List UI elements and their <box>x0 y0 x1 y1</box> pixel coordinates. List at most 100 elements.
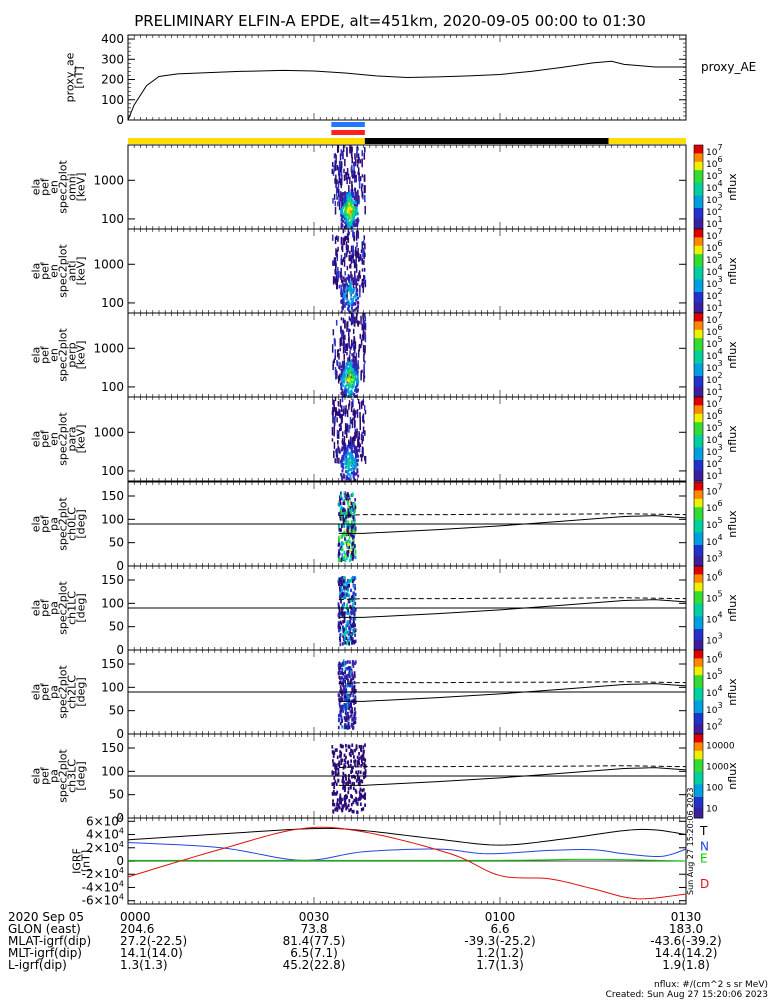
spectrogram-pixel <box>348 192 351 196</box>
colorbar-cell <box>694 719 703 722</box>
spectrogram-pixel <box>353 213 356 217</box>
pitch-pixel <box>343 797 346 801</box>
spectrogram-pixel <box>341 438 344 446</box>
spectrogram-pixel <box>339 153 342 161</box>
spectrogram-pixel <box>344 349 347 354</box>
colorbar-cell <box>694 355 703 358</box>
spectrogram-pixel <box>346 303 349 307</box>
spectrogram-pixel <box>340 161 342 170</box>
spectrogram-pixel <box>362 247 365 257</box>
spectrogram-pixel <box>338 457 340 464</box>
pitch-pixel <box>359 793 361 797</box>
spectrogram-pixel <box>349 285 352 289</box>
colorbar-cell <box>694 805 703 808</box>
spectrogram-pixel <box>347 464 350 468</box>
status-segment <box>128 138 365 144</box>
pitch-pixel <box>340 557 343 561</box>
spectrogram-pixel <box>350 390 353 394</box>
spectrogram-pixel <box>342 215 345 219</box>
footer-value: 0000 <box>120 910 151 924</box>
spectrogram-pixel <box>344 393 347 397</box>
spectrogram-pixel <box>355 159 357 164</box>
spectrogram-pixel <box>352 277 355 281</box>
pitch-pixel <box>331 771 334 776</box>
spectrogram-pixel <box>343 304 346 308</box>
colorbar-tick-label: 103 <box>706 359 723 374</box>
spectrogram-pixel <box>341 454 344 458</box>
colorbar-cell <box>694 662 703 666</box>
spectrogram-pixel <box>348 275 350 284</box>
axis-label-line: pa <box>48 685 61 699</box>
pitch-pixel <box>357 770 360 774</box>
pitch-pixel <box>347 587 350 592</box>
pitch-pixel <box>358 782 361 787</box>
pitch-pixel <box>341 691 344 695</box>
spectrogram-pixel <box>353 201 356 205</box>
spectrogram-pixel <box>341 388 344 392</box>
spectrogram-pixel <box>354 450 357 454</box>
spectrogram-pixel <box>340 254 343 264</box>
pitch-pixel <box>346 552 349 557</box>
igrf-ytick-label: -2×104 <box>82 866 124 881</box>
spectrogram-pixel <box>340 218 343 222</box>
spectrogram-pixel <box>354 388 357 392</box>
pitch-pixel <box>354 759 357 763</box>
pitch-pixel <box>341 576 344 580</box>
pitch-pixel <box>352 539 355 544</box>
igrf-legend-N: N <box>700 839 709 853</box>
spectrogram-pixel <box>352 450 355 454</box>
spectrogram-pixel <box>341 413 343 423</box>
spectrogram-pixel <box>341 294 344 298</box>
spectrogram-pixel <box>350 280 353 284</box>
spectrogram-pixel <box>360 256 363 261</box>
spectrogram-pixel <box>357 438 359 448</box>
pitch-pixel <box>345 692 348 696</box>
spectrogram-pixel <box>335 179 337 189</box>
spectrogram-pixel <box>348 391 351 395</box>
pitch-pixel <box>340 744 343 748</box>
pitch-pixel <box>355 798 358 802</box>
pitch-pixel <box>340 588 343 592</box>
spectrogram-pixel <box>342 372 345 376</box>
spectrogram-pixel <box>349 196 352 200</box>
spectrogram-pixel <box>347 460 350 464</box>
pitch-pixel <box>339 642 342 647</box>
colorbar-cell <box>694 639 703 643</box>
spectrogram-pixel <box>349 461 352 465</box>
axis-label-line: ela <box>30 347 43 364</box>
loss-cone-line <box>338 515 687 534</box>
pitch-pixel <box>360 793 363 797</box>
spectrogram-pixel <box>352 355 355 363</box>
spectrogram-pixel <box>345 251 348 255</box>
colorbar-label-text: nflux <box>726 173 739 201</box>
axis-label-line: en <box>48 264 61 278</box>
spectrogram-pixel <box>351 194 354 198</box>
pitch-pixel <box>353 782 356 786</box>
pitch-pixel <box>341 553 344 557</box>
colorbar-tick-label: 105 <box>706 419 723 434</box>
colorbar-cell <box>694 426 703 429</box>
pitch-pixel <box>333 751 336 755</box>
spectrogram-pixel <box>350 197 353 201</box>
pitch-pixel <box>361 794 364 799</box>
spectrogram-pixel <box>356 306 359 310</box>
axis-label-line: [keV] <box>75 425 88 454</box>
pitch-pixel <box>335 748 338 752</box>
colorbar-cell <box>694 689 703 693</box>
pitch-pixel <box>337 623 340 628</box>
pitch-pixel <box>353 629 356 633</box>
spectrogram-pixel <box>334 200 337 206</box>
colorbar-cell <box>694 572 703 575</box>
colorbar-cell <box>694 468 703 471</box>
footer-value: 0030 <box>299 910 330 924</box>
pitch-pixel <box>353 721 356 725</box>
pitch-pixel <box>348 535 351 540</box>
spectrogram-pixel <box>351 274 353 284</box>
colorbar-cell <box>694 507 703 510</box>
spectrogram-pixel <box>334 178 336 184</box>
colorbar-cell <box>694 668 703 672</box>
colorbar-cell <box>694 163 703 167</box>
colorbar-tick-label: 102 <box>706 718 723 733</box>
colorbar-tick-label: 105 <box>706 667 723 682</box>
spectrogram-pixel <box>356 380 359 384</box>
